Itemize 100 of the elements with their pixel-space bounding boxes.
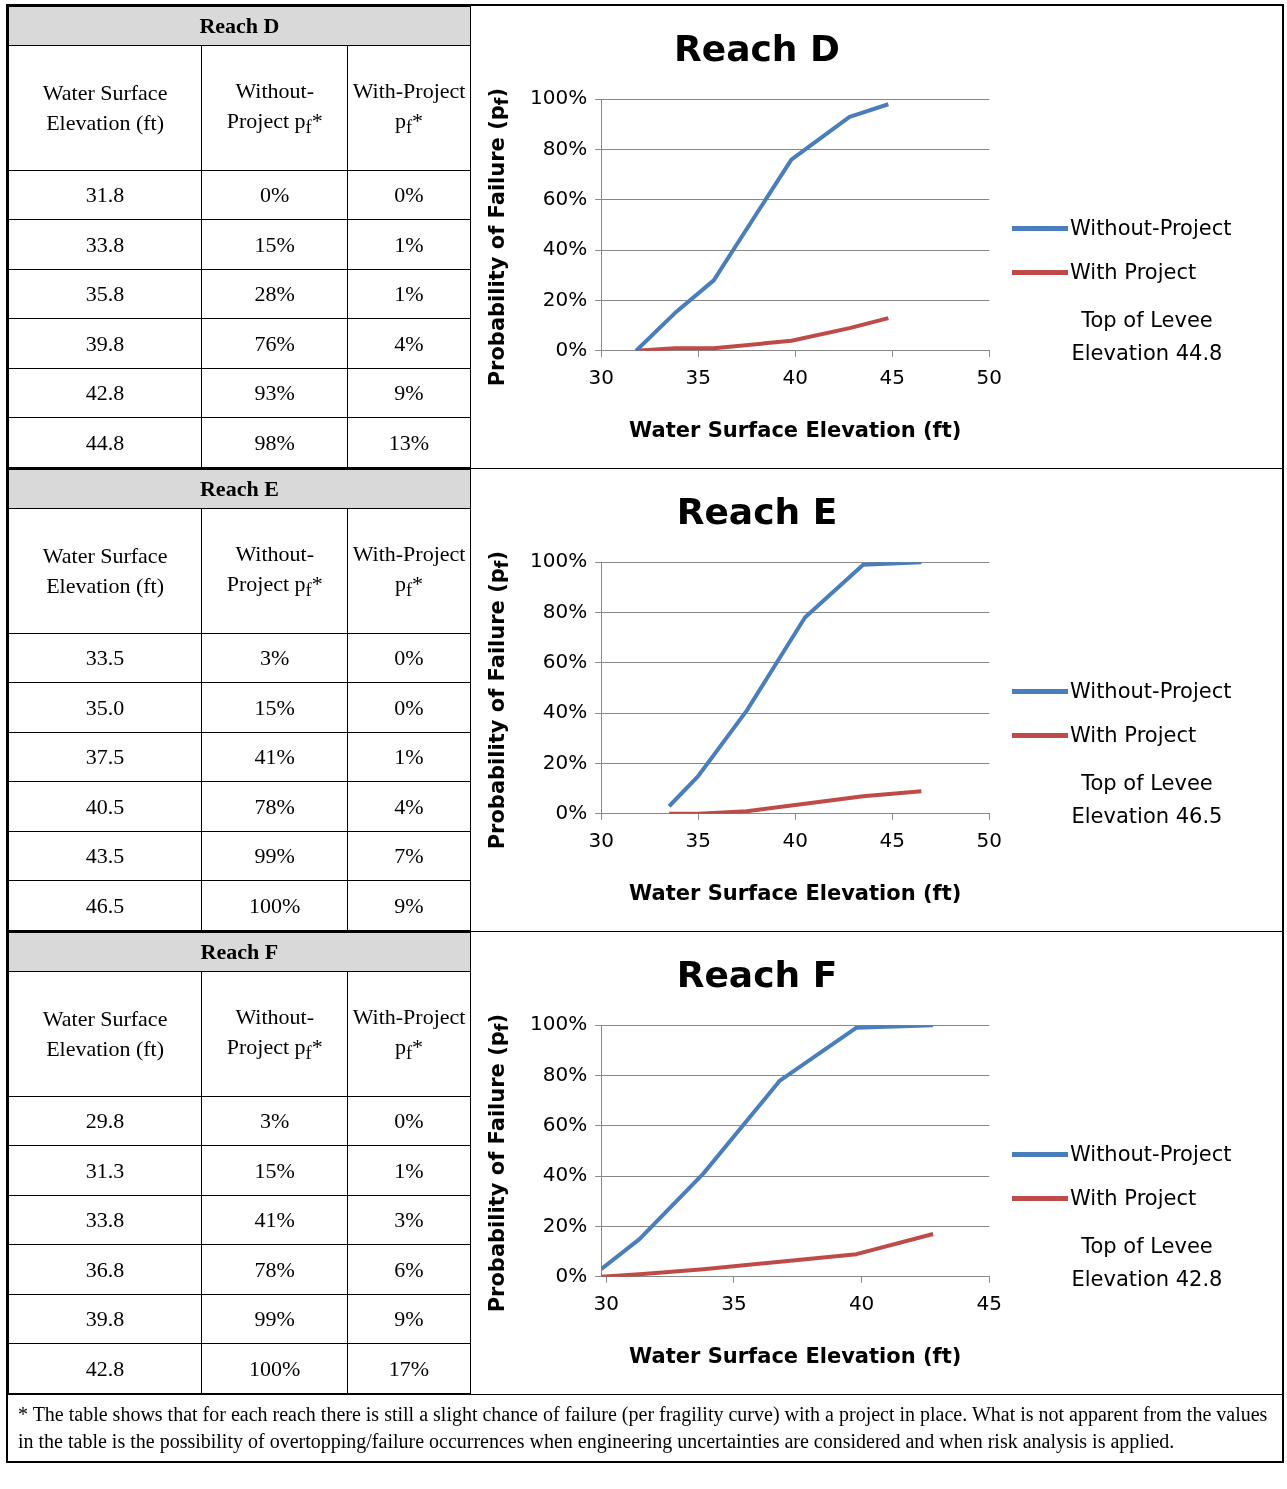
text: 99% (201, 1294, 348, 1344)
text: 0% (347, 170, 471, 220)
text: 43.5 (8, 831, 202, 881)
x-axis-title: Water Surface Elevation (ft) (629, 417, 962, 442)
y-tick-label: 100% (529, 85, 588, 110)
legend-label: With Project (1070, 723, 1197, 747)
text: 44.8 (8, 417, 202, 468)
text: Without-Project p$_{f}$* (201, 971, 348, 1097)
chart-title: Reach F (676, 953, 838, 995)
x-axis-title: Water Surface Elevation (ft) (629, 880, 962, 905)
y-tick-label: 20% (542, 1212, 588, 1237)
text: Without-Project p$_{f}$* (201, 508, 348, 634)
text: 78% (201, 781, 348, 832)
y-tick-label: 60% (542, 186, 588, 211)
text: 33.8 (8, 1195, 202, 1245)
text: 35.8 (8, 269, 202, 319)
y-tick-label: 60% (542, 1112, 588, 1137)
text: 41% (201, 732, 348, 782)
text: With-Project p$_{f}$* (347, 45, 471, 171)
text: Reach D (8, 6, 471, 46)
text: 39.8 (8, 318, 202, 369)
text: 39.8 (8, 1294, 202, 1344)
y-tick-label: 80% (542, 1061, 588, 1086)
x-axis-title: Water Surface Elevation (ft) (629, 1343, 962, 1368)
y-tick-label: 0% (555, 800, 588, 824)
legend-label: Without-Project (1070, 1142, 1232, 1166)
x-tick-label: 35 (685, 828, 711, 852)
x-tick-label: 30 (588, 365, 614, 389)
y-tick-label: 0% (555, 337, 588, 361)
text: 33.8 (8, 219, 202, 270)
x-tick-label: 45 (976, 1291, 1002, 1315)
text: Top of Levee Elevation 42.8 (1070, 1233, 1224, 1293)
y-tick-label: 100% (529, 548, 588, 573)
text: 31.3 (8, 1145, 202, 1196)
chart-title: Reach E (676, 490, 838, 532)
text: 41% (201, 1195, 348, 1245)
text: Without-Project p$_{f}$* (201, 45, 348, 171)
text: 1% (347, 269, 471, 319)
text: Top of Levee Elevation 46.5 (1070, 770, 1224, 830)
text: 7% (347, 831, 471, 881)
text: 9% (347, 880, 471, 931)
text: 42.8 (8, 1343, 202, 1394)
x-tick-label: 35 (685, 365, 711, 389)
text: Water Surface Elevation (ft) (8, 508, 202, 634)
text: 40.5 (8, 781, 202, 832)
y-tick-label: 80% (542, 135, 588, 160)
text: 15% (201, 219, 348, 270)
text: 17% (347, 1343, 471, 1394)
text: 0% (347, 1096, 471, 1146)
text: 15% (201, 682, 348, 733)
x-tick-label: 50 (976, 828, 1002, 852)
y-tick-label: 40% (542, 236, 588, 261)
text: 6% (347, 1244, 471, 1295)
text: 33.5 (8, 633, 202, 683)
text: 98% (201, 417, 348, 468)
legend-label: With Project (1070, 260, 1197, 284)
text: 3% (347, 1195, 471, 1245)
text: 15% (201, 1145, 348, 1196)
text: 37.5 (8, 732, 202, 782)
y-tick-label: 20% (542, 286, 588, 311)
text: 31.8 (8, 170, 202, 220)
text: 3% (201, 633, 348, 683)
text: 4% (347, 781, 471, 832)
text: With-Project p$_{f}$* (347, 508, 471, 634)
text: 46.5 (8, 880, 202, 931)
x-tick-label: 40 (848, 1291, 875, 1315)
text: 93% (201, 368, 348, 418)
text: 78% (201, 1244, 348, 1295)
text: 29.8 (8, 1096, 202, 1146)
text: Reach E (8, 469, 471, 509)
text: 0% (347, 682, 471, 733)
text: 0% (347, 633, 471, 683)
chart-title: Reach D (674, 27, 840, 69)
y-tick-label: 20% (542, 749, 588, 774)
text: * The table shows that for each reach there is still a slight chance of failure (per fragility curve) with a project in place. What is not apparent from the values in the table is the possibility of overtopping/failure occurrences when engineering uncertainties are considered and when risk analysis is applied. (17, 1402, 1269, 1455)
legend-label: With Project (1070, 1186, 1197, 1210)
text: 1% (347, 732, 471, 782)
text: 0% (201, 170, 348, 220)
x-tick-label: 45 (879, 828, 905, 852)
x-tick-label: 30 (593, 1291, 620, 1315)
legend-label: Without-Project (1070, 216, 1232, 240)
text: 36.8 (8, 1244, 202, 1295)
x-tick-label: 40 (782, 365, 808, 389)
y-tick-label: 60% (542, 649, 588, 674)
text: 35.0 (8, 682, 202, 733)
x-tick-label: 30 (588, 828, 614, 852)
text: 9% (347, 368, 471, 418)
text: 1% (347, 1145, 471, 1196)
text: 9% (347, 1294, 471, 1344)
x-tick-label: 45 (879, 365, 905, 389)
text: 1% (347, 219, 471, 270)
text: 42.8 (8, 368, 202, 418)
y-tick-label: 40% (542, 1162, 588, 1187)
x-tick-label: 50 (976, 365, 1002, 389)
text: 100% (201, 880, 348, 931)
text: Top of Levee Elevation 44.8 (1070, 307, 1224, 367)
y-tick-label: 0% (555, 1263, 588, 1287)
text: 28% (201, 269, 348, 319)
text: 3% (201, 1096, 348, 1146)
y-tick-label: 100% (529, 1011, 588, 1036)
